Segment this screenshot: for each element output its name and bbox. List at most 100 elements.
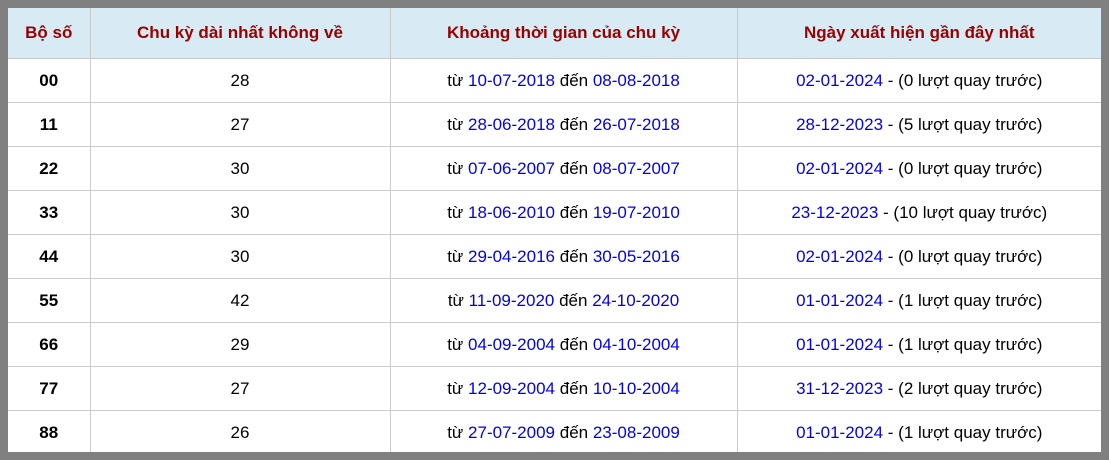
period-end-link[interactable]: 08-07-2007 [592,158,680,178]
to-label: đến [559,246,589,266]
draws-ago-text: - (5 lượt quay trước) [887,114,1043,134]
from-label: từ [447,158,464,178]
period-end-link[interactable]: 23-08-2009 [592,422,680,442]
cycle-cell: 30 [89,234,391,279]
table-row: 88 26 từ 27-07-2009 đến 23-08-2009 01-01-20… [8,410,1101,452]
column-header-1: Chu kỳ dài nhất không về [89,8,391,59]
from-label: từ [447,114,464,134]
cycle-cell: 42 [89,278,391,323]
cycle-cell: 30 [89,146,391,191]
period-start-link[interactable]: 18-06-2010 [468,202,555,222]
last-seen-cell: 28-12-2023 - (5 lượt quay trước) [736,102,1101,147]
cycle-cell: 26 [90,455,390,460]
period-start-link[interactable]: 04-09-2004 [468,334,555,354]
pair-cell: 88 [8,410,91,452]
pair-cell: 99 [8,455,90,460]
cycle-cell: 26 [89,410,391,452]
period-end-link[interactable]: 10-10-2004 [592,378,680,398]
from-label: từ [447,246,464,266]
last-seen-cell: 23-12-2023 - (10 lượt quay trước) [736,190,1101,235]
period-end-link[interactable]: 24-10-2020 [592,290,680,310]
table-row: 9926từ 25-06-2002 đến 22-07-200222-12-20… [8,455,1101,460]
column-header-3: Ngày xuất hiện gần đây nhất [736,8,1101,59]
last-date-link[interactable]: 23-12-2023 [791,202,879,222]
table-row: 66 29 từ 04-09-2004 đến 04-10-2004 01-01-20… [8,322,1101,367]
to-label: đến [559,158,589,178]
last-seen-cell: 22-12-2023 - (11 lượt quay trước) [737,455,1101,460]
period-cell: từ 07-06-2007 đến 08-07-2007 [389,146,738,191]
period-end-link[interactable]: 26-07-2018 [592,114,680,134]
draws-ago-text: - (0 lượt quay trước) [887,246,1043,266]
period-start-link[interactable]: 28-06-2018 [468,114,555,134]
last-date-link[interactable]: 31-12-2023 [796,378,884,398]
period-start-link[interactable]: 27-07-2009 [468,422,555,442]
last-seen-cell: 02-01-2024 - (0 lượt quay trước) [736,234,1101,279]
period-start-link[interactable]: 12-09-2004 [468,378,555,398]
from-label: từ [447,334,464,354]
pair-cell: 00 [8,58,91,103]
column-header-2: Khoảng thời gian của chu kỳ [389,8,738,59]
table-row: 00 28 từ 10-07-2018 đến 08-08-2018 02-01-20… [8,58,1101,103]
period-end-link[interactable]: 30-05-2016 [592,246,680,266]
pair-cell: 55 [8,278,91,323]
pair-cell: 22 [8,146,91,191]
from-label: từ [447,70,464,90]
from-label: từ [447,290,464,310]
period-end-link[interactable]: 19-07-2010 [592,202,680,222]
table-row: 55 42 từ 11-09-2020 đến 24-10-2020 01-01-20… [8,278,1101,323]
table-row: 22 30 từ 07-06-2007 đến 08-07-2007 02-01-20… [8,146,1101,191]
cycle-cell: 29 [89,322,391,367]
period-cell: từ 04-09-2004 đến 04-10-2004 [389,322,738,367]
pair-cell: 77 [8,366,91,411]
table-row: 44 30 từ 29-04-2016 đến 30-05-2016 02-01-20… [8,234,1101,279]
period-cell: từ 18-06-2010 đến 19-07-2010 [389,190,738,235]
last-seen-cell: 01-01-2024 - (1 lượt quay trước) [736,278,1101,323]
from-label: từ [447,202,464,222]
last-date-link[interactable]: 01-01-2024 [796,422,884,442]
pair-cell: 33 [8,190,91,235]
last-date-link[interactable]: 02-01-2024 [796,158,884,178]
table-row: 33 30 từ 18-06-2010 đến 19-07-2010 23-12-20… [8,190,1101,235]
period-cell: từ 10-07-2018 đến 08-08-2018 [389,58,738,103]
last-seen-cell: 02-01-2024 - (0 lượt quay trước) [736,58,1101,103]
draws-ago-text: - (10 lượt quay trước) [883,202,1048,222]
last-date-link[interactable]: 02-01-2024 [796,246,884,266]
last-date-link[interactable]: 02-01-2024 [796,70,884,90]
period-cell: từ 28-06-2018 đến 26-07-2018 [389,102,738,147]
last-seen-cell: 31-12-2023 - (2 lượt quay trước) [736,366,1101,411]
period-cell: từ 27-07-2009 đến 23-08-2009 [389,410,738,452]
last-date-link[interactable]: 28-12-2023 [796,114,884,134]
draws-ago-text: - (1 lượt quay trước) [887,334,1043,354]
from-label: từ [447,378,464,398]
draws-ago-text: - (0 lượt quay trước) [887,158,1043,178]
period-start-link[interactable]: 07-06-2007 [468,158,555,178]
table-row: 11 27 từ 28-06-2018 đến 26-07-2018 28-12-20… [8,102,1101,147]
draws-ago-text: - (1 lượt quay trước) [887,422,1043,442]
last-date-link[interactable]: 01-01-2024 [796,334,884,354]
last-seen-cell: 01-01-2024 - (1 lượt quay trước) [736,410,1101,452]
cycle-cell: 30 [89,190,391,235]
from-label: từ [447,422,464,442]
draws-ago-text: - (2 lượt quay trước) [887,378,1043,398]
to-label: đến [559,422,589,442]
pair-cell: 66 [8,322,91,367]
last-seen-cell: 02-01-2024 - (0 lượt quay trước) [736,146,1101,191]
draws-ago-text: - (1 lượt quay trước) [887,290,1043,310]
period-start-link[interactable]: 11-09-2020 [468,290,555,310]
column-header-0: Bộ số [8,8,91,59]
to-label: đến [559,202,589,222]
pair-cell: 11 [8,102,91,147]
to-label: đến [559,334,589,354]
last-date-link[interactable]: 01-01-2024 [796,290,884,310]
period-cell: từ 25-06-2002 đến 22-07-2002 [390,455,737,460]
period-end-link[interactable]: 08-08-2018 [592,70,680,90]
to-label: đến [559,114,589,134]
cycle-cell: 27 [89,102,391,147]
period-start-link[interactable]: 10-07-2018 [468,70,555,90]
draws-ago-text: - (0 lượt quay trước) [887,70,1043,90]
header-row: Bộ số Chu kỳ dài nhất không về Khoảng thời… [8,8,1101,59]
lottery-cycle-table: Bộ số Chu kỳ dài nhất không về Khoảng thời… [8,8,1101,460]
period-start-link[interactable]: 29-04-2016 [468,246,555,266]
period-end-link[interactable]: 04-10-2004 [592,334,680,354]
to-label: đến [559,70,589,90]
